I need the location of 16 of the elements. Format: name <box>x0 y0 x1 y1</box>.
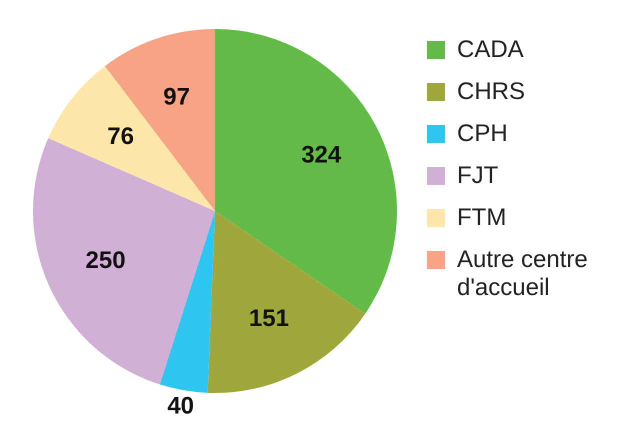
legend-label: Autre centre d'accueil <box>457 246 589 302</box>
data-label: 151 <box>248 304 289 332</box>
legend-label: CADA <box>457 36 524 64</box>
legend-label: FJT <box>457 162 498 190</box>
pie-slice <box>160 211 215 393</box>
data-label: 76 <box>107 123 134 150</box>
legend-label: CHRS <box>457 78 526 106</box>
data-label: 250 <box>86 247 126 274</box>
legend-label: CPH <box>457 120 508 148</box>
data-label: 40 <box>167 392 194 420</box>
data-label: 97 <box>163 84 190 111</box>
pie-slice <box>48 66 215 211</box>
legend-label: FTM <box>457 204 506 232</box>
pie-slice <box>104 29 215 211</box>
data-label: 324 <box>301 141 342 168</box>
pie-slice <box>208 211 366 393</box>
